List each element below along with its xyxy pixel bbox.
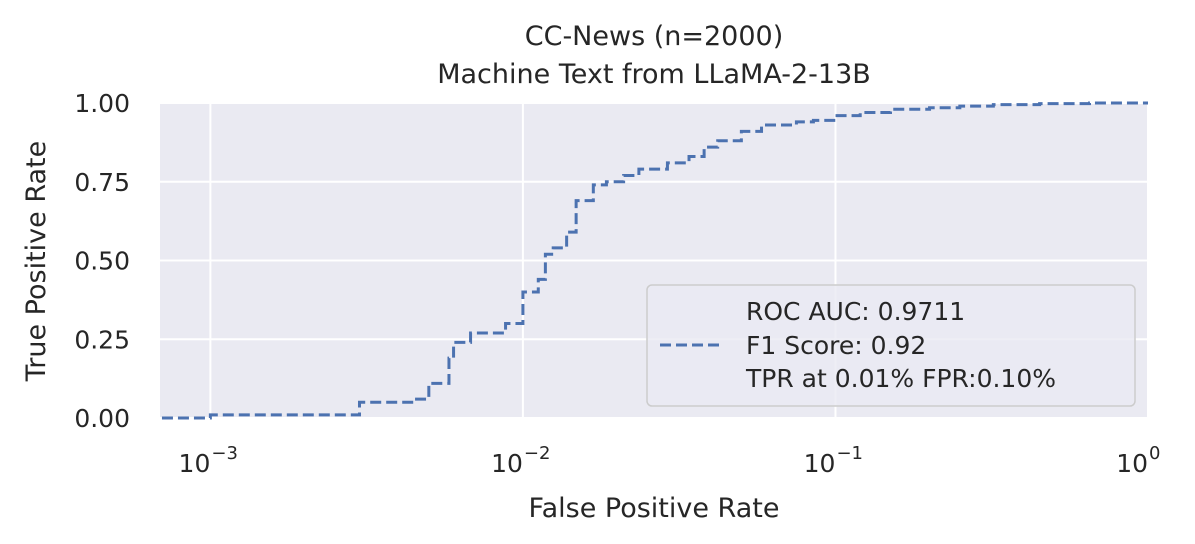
legend-tpr-at-fpr: TPR at 0.01% FPR:0.10% [745,364,1056,393]
legend-roc-auc: ROC AUC: 0.9711 [746,297,965,326]
y-tick-label: 0.50 [74,247,130,276]
y-axis-label: True Positive Rate [21,141,52,383]
y-tick-label: 1.00 [74,89,130,118]
x-tick-exponent: −2 [524,443,551,464]
x-tick-exponent: −1 [836,443,863,464]
x-tick-exponent: 0 [1149,443,1160,464]
x-tick-exponent: −3 [211,443,238,464]
x-axis-label: False Positive Rate [529,493,780,524]
y-tick-label: 0.00 [74,404,130,433]
x-tick-base: 10 [804,449,836,478]
legend-f1-score: F1 Score: 0.92 [746,331,926,360]
legend: ROC AUC: 0.9711 F1 Score: 0.92 TPR at 0.… [646,284,1136,407]
x-tick-labels: 10 −3 10 −2 10 −1 10 0 [179,443,1161,478]
y-tick-label: 0.25 [74,325,130,354]
roc-curve-line [161,101,1148,420]
series-layer [161,101,1148,420]
chart-subtitle: Machine Text from LLaMA-2-13B [437,59,871,90]
legend-box [646,284,1136,407]
x-tick-label: 10 0 [1116,443,1160,478]
x-tick-base: 10 [179,449,211,478]
y-tick-labels: 0.00 0.25 0.50 0.75 1.00 [74,89,130,433]
chart-title: CC-News (n=2000) [525,21,784,52]
x-tick-label: 10 −1 [804,443,863,478]
x-tick-base: 10 [491,449,523,478]
x-tick-label: 10 −2 [491,443,550,478]
y-tick-label: 0.75 [74,168,130,197]
x-tick-label: 10 −3 [179,443,238,478]
x-tick-base: 10 [1116,449,1148,478]
